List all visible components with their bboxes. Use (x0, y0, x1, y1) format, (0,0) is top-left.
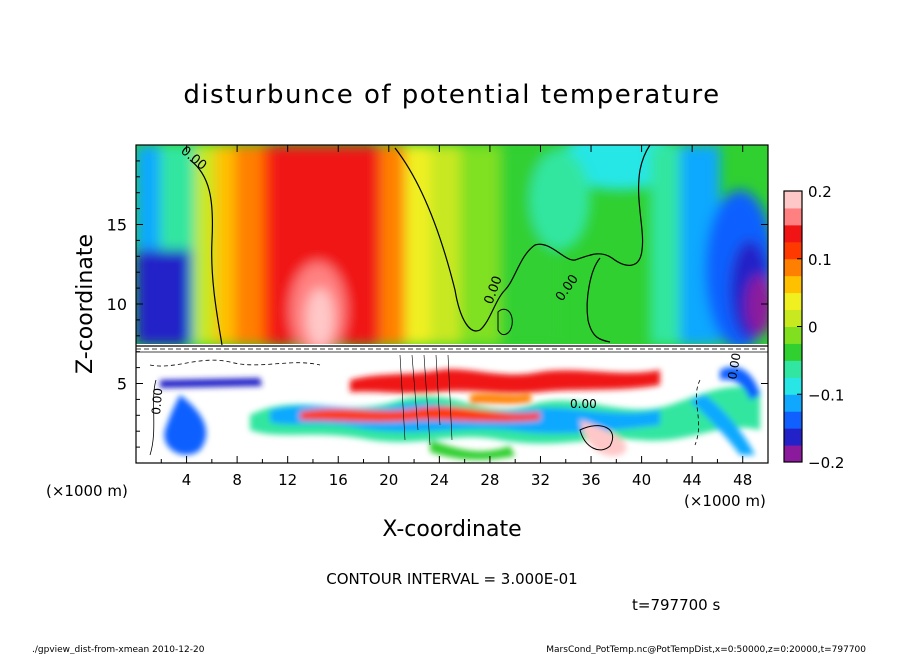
x-tick-label: 32 (531, 471, 550, 489)
y-tick-label: 5 (117, 375, 127, 394)
x-tick-label: 48 (733, 471, 752, 489)
x-tick-label: 24 (430, 471, 449, 489)
time-label: t=797700 s (632, 596, 720, 614)
contour-label: 0.00 (570, 397, 597, 411)
colorbar-swatch (784, 428, 802, 446)
colorbar-tick-label: −0.1 (808, 386, 844, 404)
contour-interval: CONTOUR INTERVAL = 3.000E-01 (326, 570, 577, 588)
colorbar-swatch (784, 394, 802, 412)
x-tick-label: 16 (329, 471, 348, 489)
x-tick-label: 28 (480, 471, 499, 489)
y-tick-label: 10 (107, 295, 127, 314)
y-axis-label: Z-coordinate (73, 234, 98, 374)
colorbar-swatch (784, 224, 802, 243)
heatmap-field (136, 145, 768, 463)
footer-right: MarsCond_PotTemp.nc@PotTempDist,x=0:5000… (546, 645, 866, 654)
x-tick-label: 20 (379, 471, 398, 489)
x-unit-left: (×1000 m) (46, 482, 128, 500)
x-tick-label: 12 (278, 471, 297, 489)
colorbar-swatch (784, 241, 802, 260)
colorbar-swatch (784, 343, 802, 361)
colorbar-swatch (784, 275, 802, 294)
colorbar: 0.2 0.1 0 −0.1 −0.2 (783, 183, 844, 472)
contour-label: 0.00 (725, 352, 743, 381)
colorbar-swatch (784, 377, 802, 395)
y-axis: 5 10 15 (107, 160, 768, 448)
colorbar-swatch (784, 360, 802, 378)
x-tick-label: 40 (632, 471, 651, 489)
x-tick-label: 8 (232, 471, 242, 489)
colorbar-swatch (784, 411, 802, 429)
colorbar-swatch (784, 258, 802, 277)
colorbar-tick-label: −0.2 (808, 454, 844, 472)
colorbar-tick-label: 0.2 (808, 183, 832, 201)
colorbar-swatch (784, 309, 802, 327)
x-tick-label: 36 (581, 471, 600, 489)
contour-label: 0.00 (149, 387, 165, 415)
footer-left: ./gpview_dist-from-xmean 2010-12-20 (32, 645, 205, 654)
chart-title: disturbunce of potential temperature (183, 80, 720, 110)
x-axis-label: X-coordinate (382, 517, 521, 542)
colorbar-swatch (784, 326, 802, 344)
y-tick-label: 15 (107, 216, 127, 235)
colorbar-swatch (784, 191, 802, 209)
x-axis: 4 8 12 16 20 24 28 32 36 40 44 48 (160, 145, 752, 489)
colorbar-swatch (784, 207, 802, 226)
colorbar-tick-label: 0 (808, 319, 818, 337)
x-tick-label: 44 (683, 471, 702, 489)
x-unit-right: (×1000 m) (684, 492, 766, 510)
colorbar-tick-label: 0.1 (808, 251, 832, 269)
colorbar-swatch (784, 292, 802, 311)
colorbar-swatch (784, 445, 802, 463)
x-tick-label: 4 (182, 471, 192, 489)
